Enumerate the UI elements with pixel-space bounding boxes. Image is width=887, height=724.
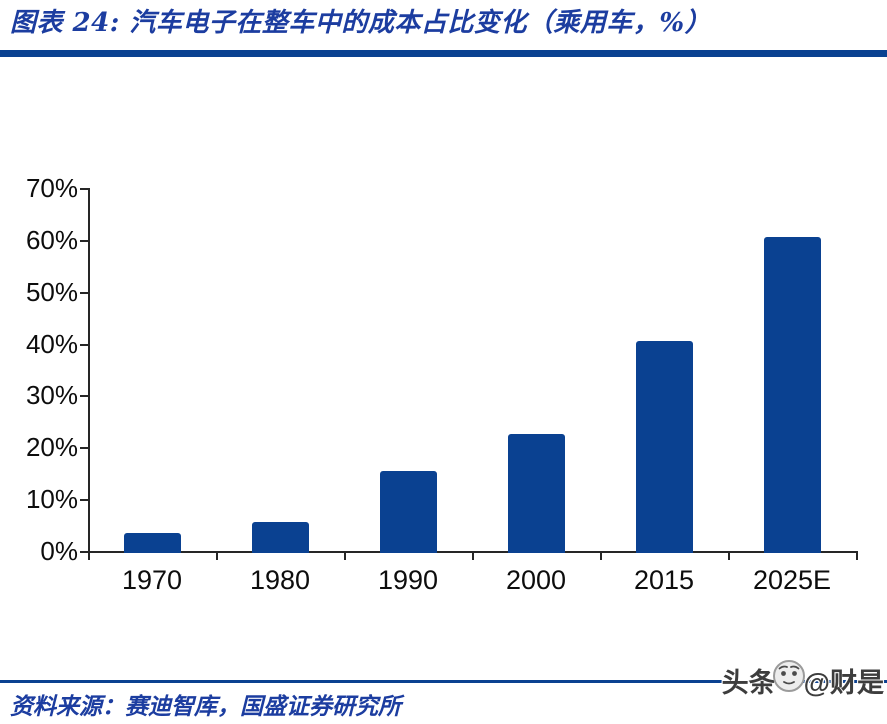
y-axis-line xyxy=(88,188,90,553)
x-axis-tick xyxy=(600,553,602,560)
x-axis-tick xyxy=(856,553,858,560)
watermark-prefix: 头条 xyxy=(721,667,776,698)
y-axis-tick xyxy=(80,499,88,502)
x-axis-tick xyxy=(472,553,474,560)
y-axis-tick-label: 10% xyxy=(25,484,78,515)
bar-1990 xyxy=(379,470,437,553)
bar-2015 xyxy=(635,340,693,553)
y-axis-tick-label: 60% xyxy=(25,224,78,255)
x-axis-label-2015: 2015 xyxy=(633,565,695,595)
y-axis-tick xyxy=(80,343,88,346)
x-axis-label-1980: 1980 xyxy=(249,565,311,595)
y-axis-tick xyxy=(80,188,88,190)
bar-1980 xyxy=(251,522,309,553)
y-axis-tick-label: 20% xyxy=(25,432,78,463)
y-axis-tick-label: 30% xyxy=(25,380,78,411)
x-axis-label-2000: 2000 xyxy=(505,565,567,595)
footer-divider-rule xyxy=(0,680,887,683)
y-axis-tick xyxy=(80,551,88,553)
title-divider-rule xyxy=(0,50,887,57)
y-axis-tick-label: 0% xyxy=(40,536,78,566)
x-axis-label-1970: 1970 xyxy=(121,565,183,595)
bar-2025e xyxy=(763,237,821,553)
source-note: 资料来源：赛迪智库，国盛证券研究所 xyxy=(10,693,401,720)
chart-title: 图表 24: 汽车电子在整车中的成本占比变化（乘用车，%） xyxy=(10,8,712,38)
x-axis-label-2025e: 2025E xyxy=(752,565,832,595)
x-axis-line xyxy=(88,551,858,553)
y-axis-tick-label: 40% xyxy=(25,328,78,359)
watermark: 头条 @财是 xyxy=(722,656,884,704)
x-axis-tick xyxy=(216,553,218,560)
toutiao-face-icon xyxy=(772,660,805,692)
watermark-suffix: @财是 xyxy=(803,667,884,698)
x-axis-tick xyxy=(344,553,346,560)
x-axis-tick xyxy=(88,553,90,560)
y-axis-tick xyxy=(80,239,88,242)
bar-2000 xyxy=(507,434,565,553)
x-axis-label-1990: 1990 xyxy=(377,565,439,595)
y-axis-tick xyxy=(80,395,88,398)
x-axis-tick xyxy=(728,553,730,560)
y-axis-tick-label: 70% xyxy=(25,173,78,203)
bar-1970 xyxy=(123,532,181,553)
y-axis-tick xyxy=(80,447,88,450)
y-axis-tick xyxy=(80,291,88,294)
y-axis-tick-label: 50% xyxy=(25,276,78,307)
